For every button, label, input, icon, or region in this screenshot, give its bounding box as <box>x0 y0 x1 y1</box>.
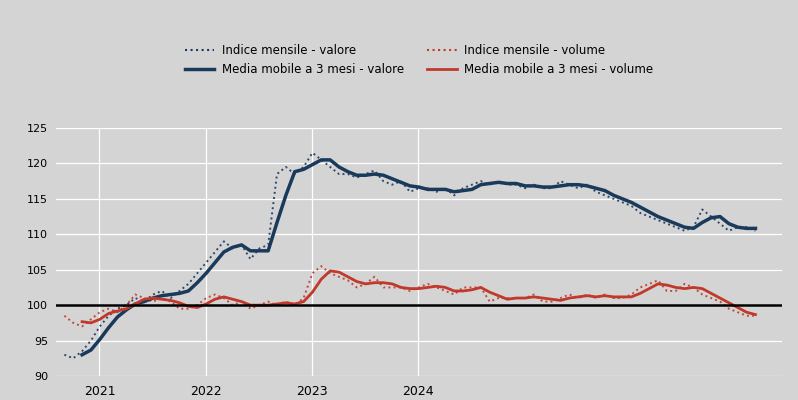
Legend: Indice mensile - valore, Media mobile a 3 mesi - valore, Indice mensile - volume: Indice mensile - valore, Media mobile a … <box>180 39 658 81</box>
